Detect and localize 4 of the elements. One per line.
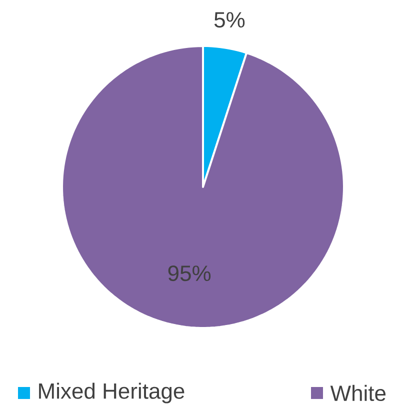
- legend-label: Mixed Heritage: [39, 382, 184, 404]
- data-label: 5%: [214, 12, 245, 28]
- legend-label: White: [330, 384, 386, 402]
- data-label: 95%: [168, 266, 211, 282]
